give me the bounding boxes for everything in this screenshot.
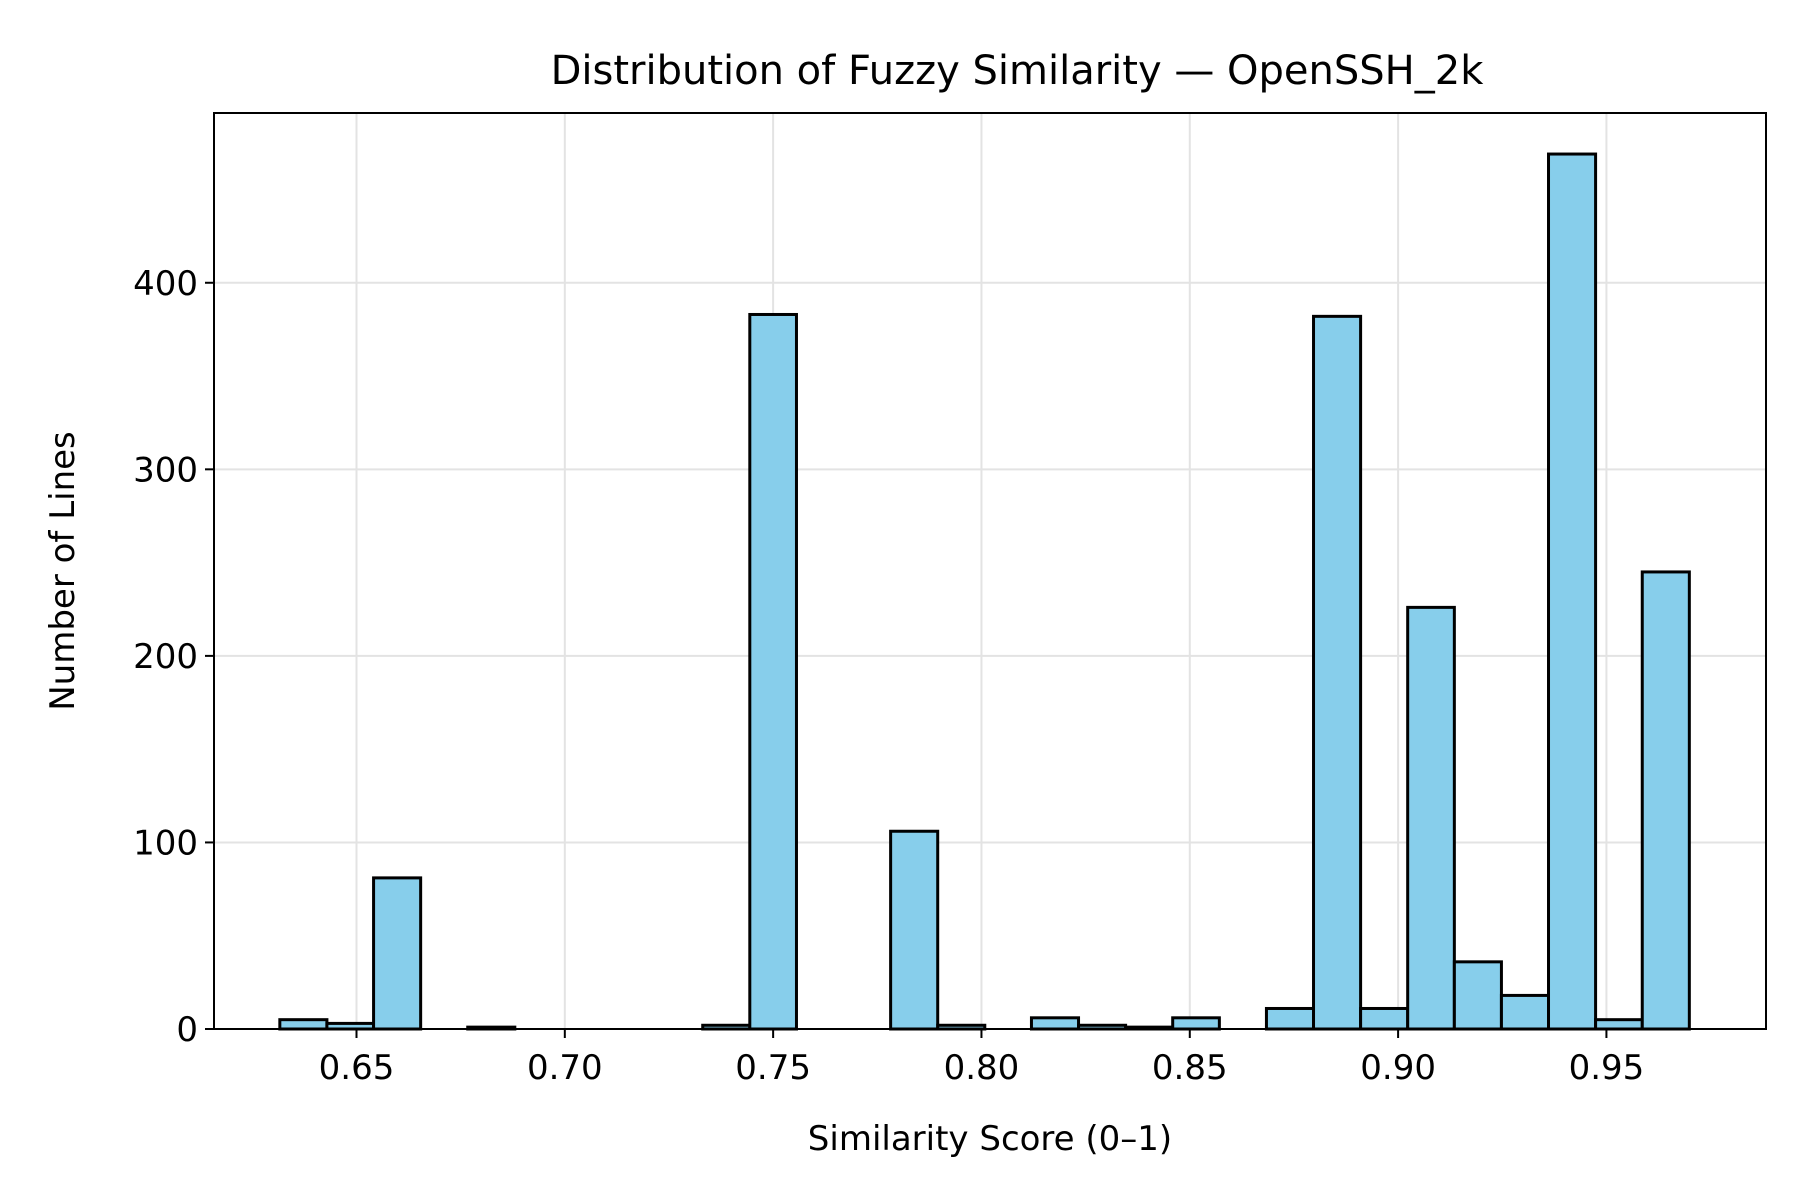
y-axis-label: Number of Lines — [43, 431, 83, 711]
histogram-bar — [1499, 993, 1551, 1031]
histogram-bar — [372, 876, 423, 1031]
x-tick-label: 0.90 — [1360, 1048, 1436, 1088]
y-tick-label: 100 — [133, 823, 198, 863]
histogram-bar — [748, 312, 798, 1031]
x-tick-label: 0.80 — [944, 1048, 1020, 1088]
histogram-bar — [1359, 1006, 1410, 1031]
histogram-bar — [1547, 152, 1598, 1031]
histogram-bar — [1029, 1016, 1081, 1031]
x-tick-label: 0.70 — [527, 1048, 603, 1088]
y-tick-label: 400 — [133, 264, 198, 304]
histogram-bar — [278, 1018, 329, 1031]
histogram-bar — [1406, 605, 1456, 1031]
histogram-bar — [1594, 1018, 1644, 1031]
chart-title: Distribution of Fuzzy Similarity — OpenS… — [551, 48, 1485, 94]
histogram-bar — [1312, 314, 1363, 1031]
x-tick-label: 0.65 — [319, 1048, 395, 1088]
x-axis-ticks: 0.65 0.70 0.75 0.80 0.85 0.90 0.95 — [319, 1029, 1645, 1088]
y-tick-label: 200 — [133, 637, 198, 677]
x-tick-label: 0.75 — [735, 1048, 811, 1088]
grid-lines — [214, 113, 1766, 1030]
y-tick-label: 0 — [176, 1010, 198, 1050]
histogram-bar — [1640, 570, 1691, 1031]
x-axis-label: Similarity Score (0–1) — [808, 1119, 1172, 1159]
y-axis-ticks: 0 100 200 300 400 — [133, 264, 214, 1050]
histogram-bar — [1171, 1016, 1221, 1031]
x-tick-label: 0.85 — [1152, 1048, 1228, 1088]
histogram-bar — [1452, 960, 1503, 1031]
histogram-bar — [1264, 1006, 1316, 1031]
plot-area-frame — [213, 112, 1767, 1030]
histogram-bar — [889, 829, 940, 1031]
x-tick-label: 0.95 — [1569, 1048, 1645, 1088]
histogram-bars — [278, 152, 1691, 1031]
y-tick-label: 300 — [133, 450, 198, 490]
